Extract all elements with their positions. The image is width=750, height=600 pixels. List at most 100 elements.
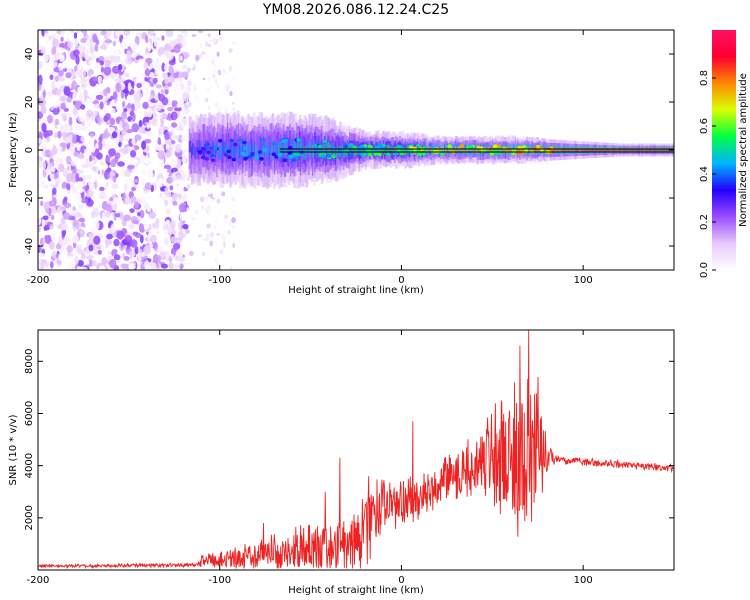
- noise-speckle: [79, 76, 87, 85]
- noise-speckle: [147, 30, 154, 37]
- noise-speckle: [163, 237, 169, 246]
- noise-speckle: [228, 221, 232, 228]
- noise-speckle: [164, 171, 170, 176]
- signal-blob: [331, 154, 336, 159]
- noise-speckle: [127, 116, 132, 122]
- signal-blob: [408, 149, 413, 154]
- noise-speckle: [194, 260, 197, 265]
- noise-speckle: [209, 240, 213, 247]
- signal-blob: [233, 142, 238, 147]
- noise-speckle: [144, 86, 149, 96]
- noise-speckle: [103, 66, 112, 76]
- noise-speckle: [108, 106, 114, 114]
- noise-speckle: [108, 144, 112, 149]
- noise-speckle: [194, 208, 199, 215]
- signal-blob: [291, 158, 296, 162]
- noise-speckle: [119, 120, 123, 129]
- noise-speckle: [86, 110, 93, 118]
- noise-speckle: [225, 84, 231, 90]
- noise-speckle: [168, 125, 172, 132]
- noise-speckle: [144, 112, 151, 118]
- noise-speckle: [90, 182, 95, 192]
- noise-speckle: [217, 58, 221, 62]
- noise-speckle: [105, 30, 112, 38]
- noise-speckle: [183, 38, 187, 47]
- signal-blob: [229, 138, 234, 143]
- noise-speckle: [207, 73, 210, 77]
- signal-blob: [447, 144, 452, 148]
- noise-speckle: [203, 47, 206, 51]
- noise-speckle: [189, 250, 194, 257]
- noise-speckle: [52, 187, 57, 195]
- noise-speckle: [205, 86, 209, 90]
- signal-blob: [213, 146, 218, 150]
- noise-speckle: [216, 82, 219, 88]
- noise-speckle: [232, 106, 236, 111]
- noise-speckle: [94, 220, 100, 231]
- noise-speckle: [123, 256, 130, 261]
- noise-speckle: [151, 222, 160, 229]
- noise-speckle: [88, 232, 94, 243]
- noise-speckle: [169, 185, 174, 191]
- spectrogram-x-label: Height of straight line (km): [288, 285, 424, 296]
- noise-speckle: [106, 233, 113, 240]
- noise-speckle: [86, 105, 94, 111]
- noise-speckle: [189, 30, 194, 33]
- noise-speckle: [155, 228, 160, 236]
- noise-speckle: [143, 61, 149, 69]
- noise-speckle: [40, 259, 47, 264]
- noise-speckle: [217, 100, 221, 106]
- noise-speckle: [231, 102, 235, 105]
- noise-speckle: [138, 197, 147, 204]
- noise-speckle: [104, 39, 113, 44]
- signal-blob: [257, 150, 263, 154]
- noise-speckle: [73, 49, 80, 57]
- noise-speckle: [187, 262, 192, 265]
- noise-speckle: [80, 198, 89, 204]
- noise-speckle: [60, 224, 67, 231]
- noise-speckle: [76, 77, 81, 85]
- noise-speckle: [145, 145, 150, 152]
- noise-speckle: [116, 106, 121, 112]
- noise-speckle: [74, 107, 77, 112]
- signal-blob: [539, 147, 544, 152]
- noise-speckle: [221, 73, 224, 79]
- noise-speckle: [187, 67, 191, 73]
- noise-speckle: [52, 108, 60, 115]
- noise-speckle: [78, 86, 86, 91]
- signal-blob: [367, 144, 373, 149]
- noise-speckle: [177, 184, 184, 193]
- noise-speckle: [193, 64, 196, 70]
- noise-speckle: [164, 89, 169, 95]
- noise-speckle: [62, 212, 71, 220]
- noise-speckle: [87, 174, 92, 180]
- signal-blob: [206, 150, 211, 155]
- noise-speckle: [225, 259, 229, 263]
- noise-speckle: [157, 245, 165, 252]
- noise-speckle: [80, 125, 88, 131]
- noise-speckle: [154, 134, 158, 142]
- signal-blob: [210, 153, 215, 158]
- noise-speckle: [154, 94, 159, 101]
- noise-speckle: [60, 30, 65, 38]
- noise-speckle: [122, 147, 129, 155]
- noise-speckle: [157, 127, 163, 136]
- noise-speckle: [129, 41, 138, 50]
- noise-speckle: [107, 250, 112, 255]
- noise-speckle: [144, 77, 148, 82]
- noise-speckle: [148, 211, 156, 219]
- signal-blob: [296, 138, 301, 142]
- noise-speckle: [231, 217, 237, 224]
- noise-speckle: [208, 266, 214, 270]
- noise-speckle: [102, 141, 107, 148]
- noise-speckle: [111, 55, 118, 64]
- noise-speckle: [76, 188, 84, 193]
- noise-speckle: [98, 191, 107, 200]
- noise-speckle: [54, 178, 62, 184]
- noise-speckle: [155, 69, 162, 76]
- noise-speckle: [129, 208, 135, 214]
- noise-speckle: [101, 211, 106, 222]
- noise-speckle: [180, 83, 185, 90]
- noise-speckle: [58, 65, 62, 72]
- colorbar-tick-label: 0.2: [699, 214, 710, 230]
